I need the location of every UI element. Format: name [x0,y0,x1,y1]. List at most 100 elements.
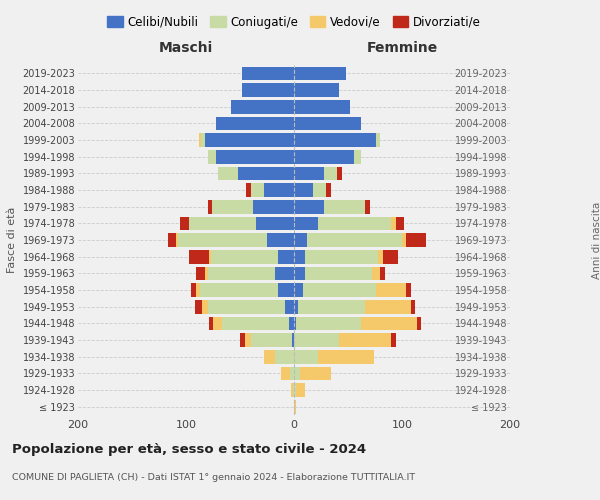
Bar [196,283,200,297]
Bar [208,266,275,280]
Bar [318,350,374,364]
Bar [294,266,305,280]
Bar [378,250,383,264]
Bar [176,233,178,247]
Y-axis label: Fasce di età: Fasce di età [7,207,17,273]
Bar [294,250,305,264]
Bar [402,233,406,247]
Text: Maschi: Maschi [159,41,213,55]
Bar [291,383,293,397]
Bar [208,200,212,213]
Bar [251,333,292,347]
Bar [209,250,211,264]
Bar [293,383,294,397]
Bar [208,150,216,164]
Bar [361,316,417,330]
Bar [294,300,298,314]
Bar [324,166,337,180]
Bar [294,366,301,380]
Bar [294,350,318,364]
Bar [238,166,294,180]
Bar [212,200,253,213]
Bar [296,316,361,330]
Bar [294,166,324,180]
Bar [391,216,395,230]
Bar [189,250,209,264]
Bar [211,250,278,264]
Bar [216,150,294,164]
Bar [294,333,340,347]
Bar [205,266,208,280]
Bar [313,183,326,197]
Text: Popolazione per età, sesso e stato civile - 2024: Popolazione per età, sesso e stato civil… [12,442,366,456]
Bar [221,316,289,330]
Bar [294,200,324,213]
Legend: Celibi/Nubili, Coniugati/e, Vedovi/e, Divorziati/e: Celibi/Nubili, Coniugati/e, Vedovi/e, Di… [103,11,485,34]
Bar [240,333,245,347]
Bar [383,250,398,264]
Bar [296,383,305,397]
Bar [289,316,294,330]
Text: Femmine: Femmine [367,41,437,55]
Bar [218,166,238,180]
Text: Anni di nascita: Anni di nascita [592,202,600,278]
Bar [286,300,294,314]
Bar [294,216,318,230]
Bar [267,233,294,247]
Bar [191,283,196,297]
Bar [301,366,331,380]
Bar [242,83,294,97]
Bar [302,283,376,297]
Bar [178,233,267,247]
Bar [278,250,294,264]
Bar [305,266,372,280]
Text: COMUNE DI PAGLIETA (CH) - Dati ISTAT 1° gennaio 2024 - Elaborazione TUTTITALIA.I: COMUNE DI PAGLIETA (CH) - Dati ISTAT 1° … [12,472,415,482]
Bar [406,233,426,247]
Bar [247,183,251,197]
Bar [298,300,365,314]
Bar [340,333,391,347]
Bar [205,133,294,147]
Bar [242,66,294,80]
Bar [294,66,346,80]
Bar [189,216,256,230]
Bar [294,100,350,114]
Bar [264,350,275,364]
Bar [196,266,205,280]
Bar [294,183,313,197]
Bar [167,233,176,247]
Bar [294,116,361,130]
Bar [365,200,370,213]
Bar [376,283,406,297]
Bar [200,283,278,297]
Bar [365,300,410,314]
Bar [326,183,331,197]
Bar [305,250,378,264]
Bar [294,233,307,247]
Bar [337,166,341,180]
Bar [417,316,421,330]
Bar [201,133,205,147]
Bar [410,300,415,314]
Bar [294,283,302,297]
Bar [318,216,391,230]
Bar [391,333,395,347]
Bar [275,350,294,364]
Bar [294,383,296,397]
Bar [372,266,380,280]
Bar [294,400,296,413]
Bar [202,300,208,314]
Bar [281,366,290,380]
Bar [278,283,294,297]
Bar [251,183,264,197]
Bar [208,300,286,314]
Bar [406,283,410,297]
Bar [294,316,296,330]
Bar [256,216,294,230]
Bar [253,200,294,213]
Bar [307,233,402,247]
Bar [294,83,340,97]
Bar [294,150,355,164]
Bar [199,133,201,147]
Bar [355,150,361,164]
